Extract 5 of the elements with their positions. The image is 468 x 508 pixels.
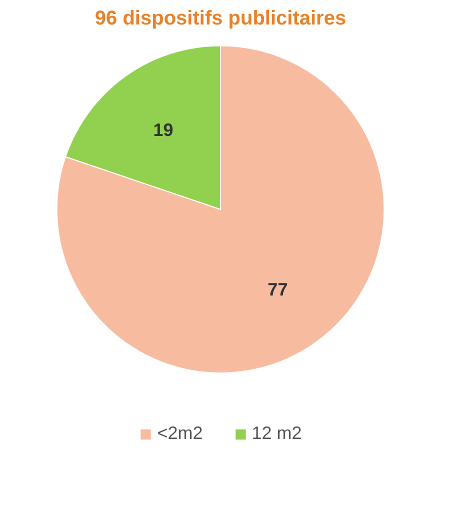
chart-title: 96 dispositifs publicitaires [94, 8, 346, 30]
legend-label: <2m2 [157, 423, 203, 444]
legend-label: 12 m2 [252, 423, 302, 444]
data-label: 19 [153, 120, 174, 140]
data-label: 77 [268, 280, 288, 300]
